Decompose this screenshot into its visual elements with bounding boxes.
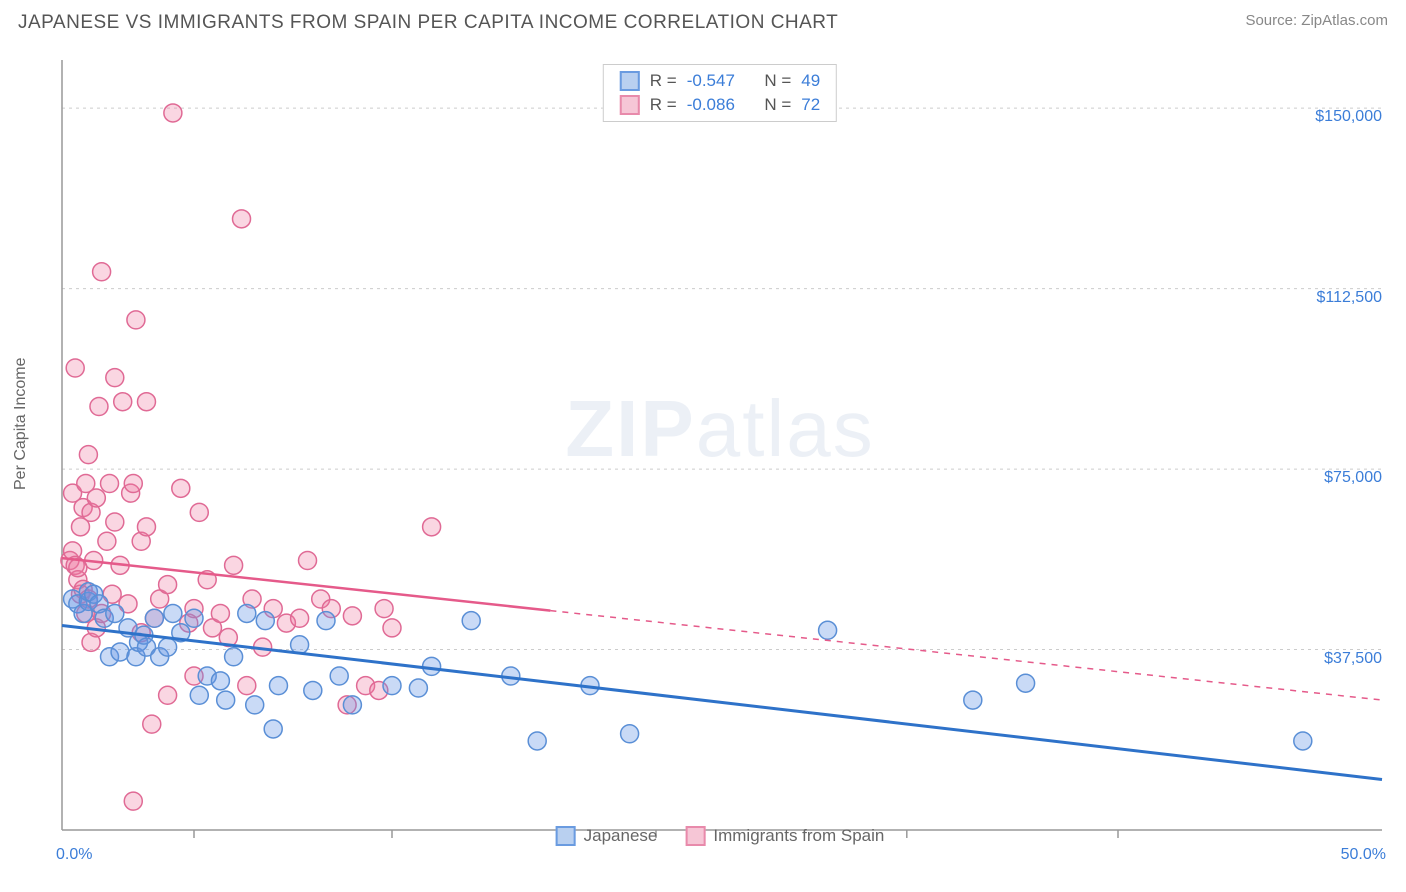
legend-swatch-series-1: [685, 826, 705, 846]
legend-series: Japanese Immigrants from Spain: [556, 826, 885, 846]
y-tick-label: $75,000: [1324, 469, 1382, 487]
x-axis-min-label: 0.0%: [56, 846, 92, 864]
legend-label: Immigrants from Spain: [713, 826, 884, 846]
legend-swatch-series-0: [556, 826, 576, 846]
y-tick-label: $150,000: [1315, 108, 1382, 126]
legend-swatch-series-0: [620, 71, 640, 91]
scatter-plot: [50, 50, 1390, 840]
x-axis-max-label: 50.0%: [1341, 846, 1386, 864]
chart-title: JAPANESE VS IMMIGRANTS FROM SPAIN PER CA…: [18, 12, 838, 34]
source-attribution: Source: ZipAtlas.com: [1245, 12, 1388, 29]
y-axis-label: Per Capita Income: [12, 357, 30, 490]
legend-stats-row: R = -0.547 N = 49: [620, 69, 820, 93]
chart-area: ZIPatlas R = -0.547 N = 49 R = -0.086 N …: [50, 50, 1390, 840]
legend-stats: R = -0.547 N = 49 R = -0.086 N = 72: [603, 64, 837, 122]
legend-stats-row: R = -0.086 N = 72: [620, 93, 820, 117]
y-tick-label: $112,500: [1316, 289, 1382, 307]
legend-label: Japanese: [584, 826, 658, 846]
y-tick-label: $37,500: [1324, 650, 1382, 668]
legend-swatch-series-1: [620, 95, 640, 115]
